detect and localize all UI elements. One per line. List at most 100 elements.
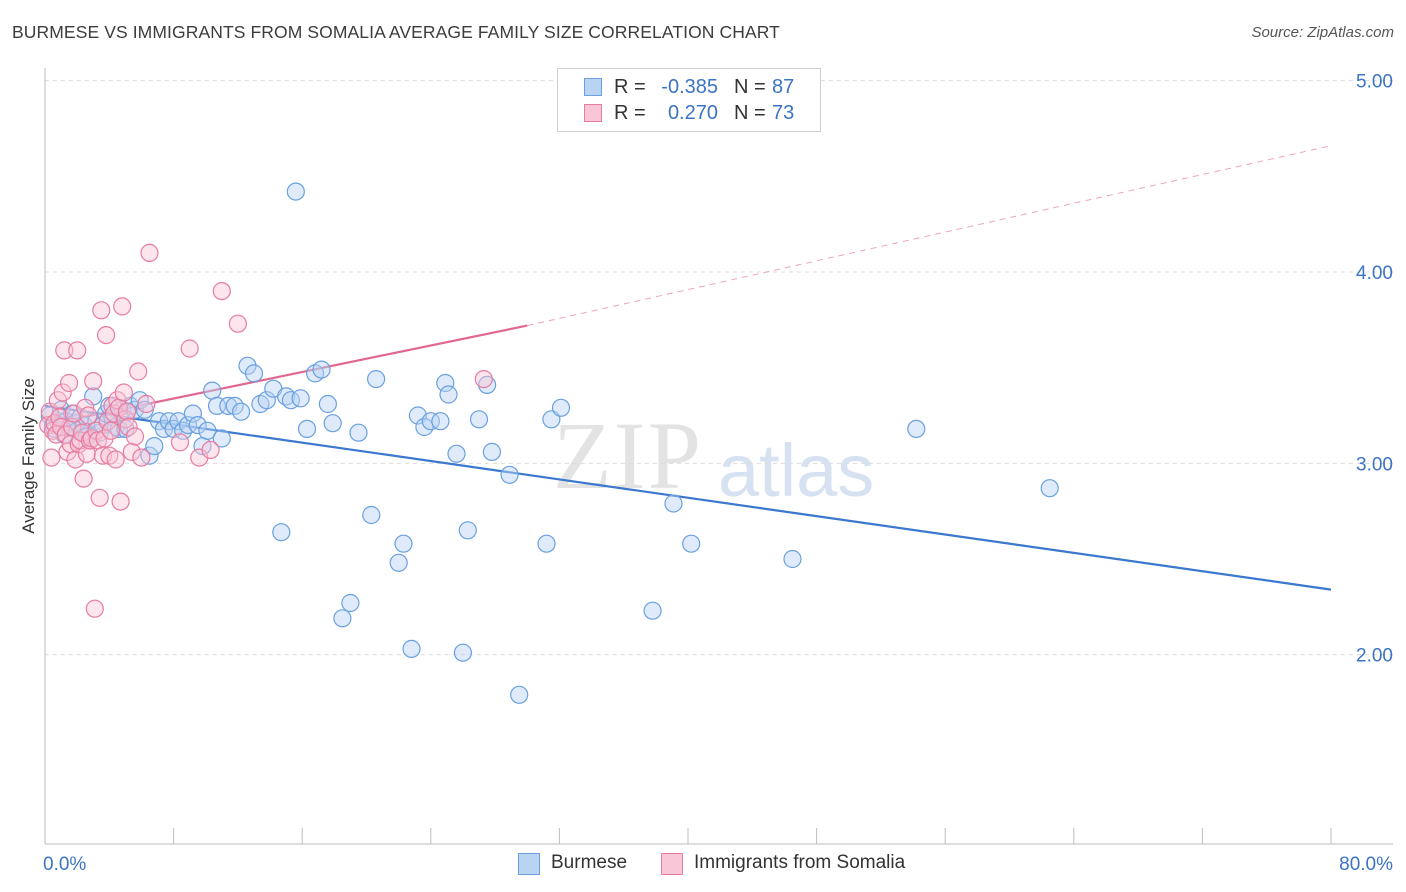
legend-n-label: N = (734, 76, 766, 98)
point-somalia (228, 314, 247, 333)
trend-line-somalia-extension (527, 145, 1332, 327)
point-burmese (323, 414, 342, 433)
point-burmese (179, 416, 198, 435)
point-burmese (439, 385, 458, 404)
point-burmese (169, 412, 188, 431)
legend-r-label: R = (614, 102, 646, 124)
point-somalia (90, 488, 109, 507)
point-burmese (478, 375, 497, 394)
point-somalia (96, 326, 116, 345)
point-burmese (402, 639, 421, 659)
point-burmese (198, 421, 217, 440)
point-somalia (125, 427, 145, 446)
point-burmese (664, 494, 683, 513)
point-burmese (349, 423, 368, 442)
point-burmese (212, 429, 231, 448)
legend-r-value: 0.270 (667, 102, 718, 124)
point-burmese (272, 523, 291, 542)
trend-line-burmese (44, 404, 1332, 591)
point-somalia (180, 339, 199, 358)
series-burmese (40, 182, 1059, 704)
point-burmese (362, 505, 381, 525)
point-somalia (42, 448, 61, 467)
point-burmese (333, 609, 352, 628)
point-burmese (145, 437, 164, 456)
point-somalia (79, 406, 98, 425)
legend-n-value: 73 (772, 102, 795, 124)
point-burmese (367, 370, 386, 389)
point-somalia (92, 301, 111, 320)
point-somalia (129, 362, 148, 381)
chart-title: BURMESE VS IMMIGRANTS FROM SOMALIA AVERA… (12, 22, 780, 42)
point-burmese (482, 442, 501, 461)
point-burmese (291, 389, 310, 408)
point-somalia (212, 282, 231, 301)
point-burmese (183, 404, 202, 423)
point-burmese (1040, 479, 1059, 498)
point-burmese (551, 398, 571, 417)
point-burmese (500, 465, 519, 484)
axes (44, 68, 1393, 845)
y-tick-label: 4.00 (1356, 263, 1393, 284)
point-burmese (510, 685, 529, 704)
point-burmese (447, 444, 466, 463)
point-burmese (203, 381, 222, 400)
bottom-legend-swatch-somalia (661, 853, 683, 875)
legend-r-label: R = (614, 76, 646, 98)
y-tick-label: 3.00 (1356, 454, 1393, 475)
point-somalia (84, 372, 103, 391)
y-tick-labels: 2.00 3.00 4.00 5.00 (1356, 72, 1393, 667)
trend-lines (44, 145, 1332, 591)
trend-line-somalia (44, 324, 528, 427)
y-axis-label: Average Family Size (19, 378, 38, 534)
point-somalia (101, 421, 121, 440)
point-burmese (469, 410, 489, 429)
point-somalia (474, 370, 493, 389)
point-burmese (436, 373, 455, 393)
point-burmese (431, 412, 450, 431)
correlation-legend: R = -0.385 N = 87 R = 0.270 N = 73 (557, 68, 821, 132)
source-label: Source: ZipAtlas.com (1251, 24, 1394, 41)
point-burmese (682, 534, 701, 553)
legend-swatch-somalia (584, 104, 602, 122)
point-somalia (114, 383, 133, 402)
point-burmese (643, 601, 662, 620)
point-burmese (232, 402, 251, 421)
point-somalia (111, 492, 130, 511)
legend-n-value: 87 (772, 76, 795, 98)
series-somalia (39, 243, 493, 618)
point-burmese (458, 521, 477, 540)
bottom-legend-label: Burmese (551, 852, 628, 873)
watermark-atlas: atlas (718, 429, 875, 512)
point-somalia (113, 297, 132, 316)
point-somalia (74, 469, 93, 488)
point-somalia (85, 599, 104, 618)
point-burmese (907, 419, 926, 438)
watermark-zip: ZIP (553, 402, 703, 509)
point-burmese (341, 593, 360, 613)
point-burmese (312, 360, 331, 379)
point-somalia (117, 402, 137, 421)
point-burmese (238, 356, 257, 375)
point-burmese (188, 416, 207, 435)
point-somalia (55, 341, 74, 360)
point-somalia (119, 417, 138, 437)
y-tick-label: 2.00 (1356, 646, 1393, 667)
point-somalia (53, 383, 72, 402)
point-burmese (537, 534, 556, 553)
point-somalia (122, 442, 141, 461)
legend-r-value: -0.385 (661, 76, 718, 98)
point-burmese (297, 419, 317, 438)
point-somalia (68, 341, 87, 360)
point-somalia (66, 450, 85, 469)
x-tick-labels: 0.0% 80.0% (43, 854, 1393, 875)
point-burmese (394, 534, 413, 553)
legend-n-label: N = (734, 102, 766, 124)
x-tick-label: 80.0% (1339, 854, 1393, 875)
point-somalia (63, 417, 82, 437)
point-burmese (421, 412, 440, 431)
point-burmese (453, 643, 472, 662)
point-burmese (257, 391, 276, 410)
point-somalia (106, 450, 125, 469)
